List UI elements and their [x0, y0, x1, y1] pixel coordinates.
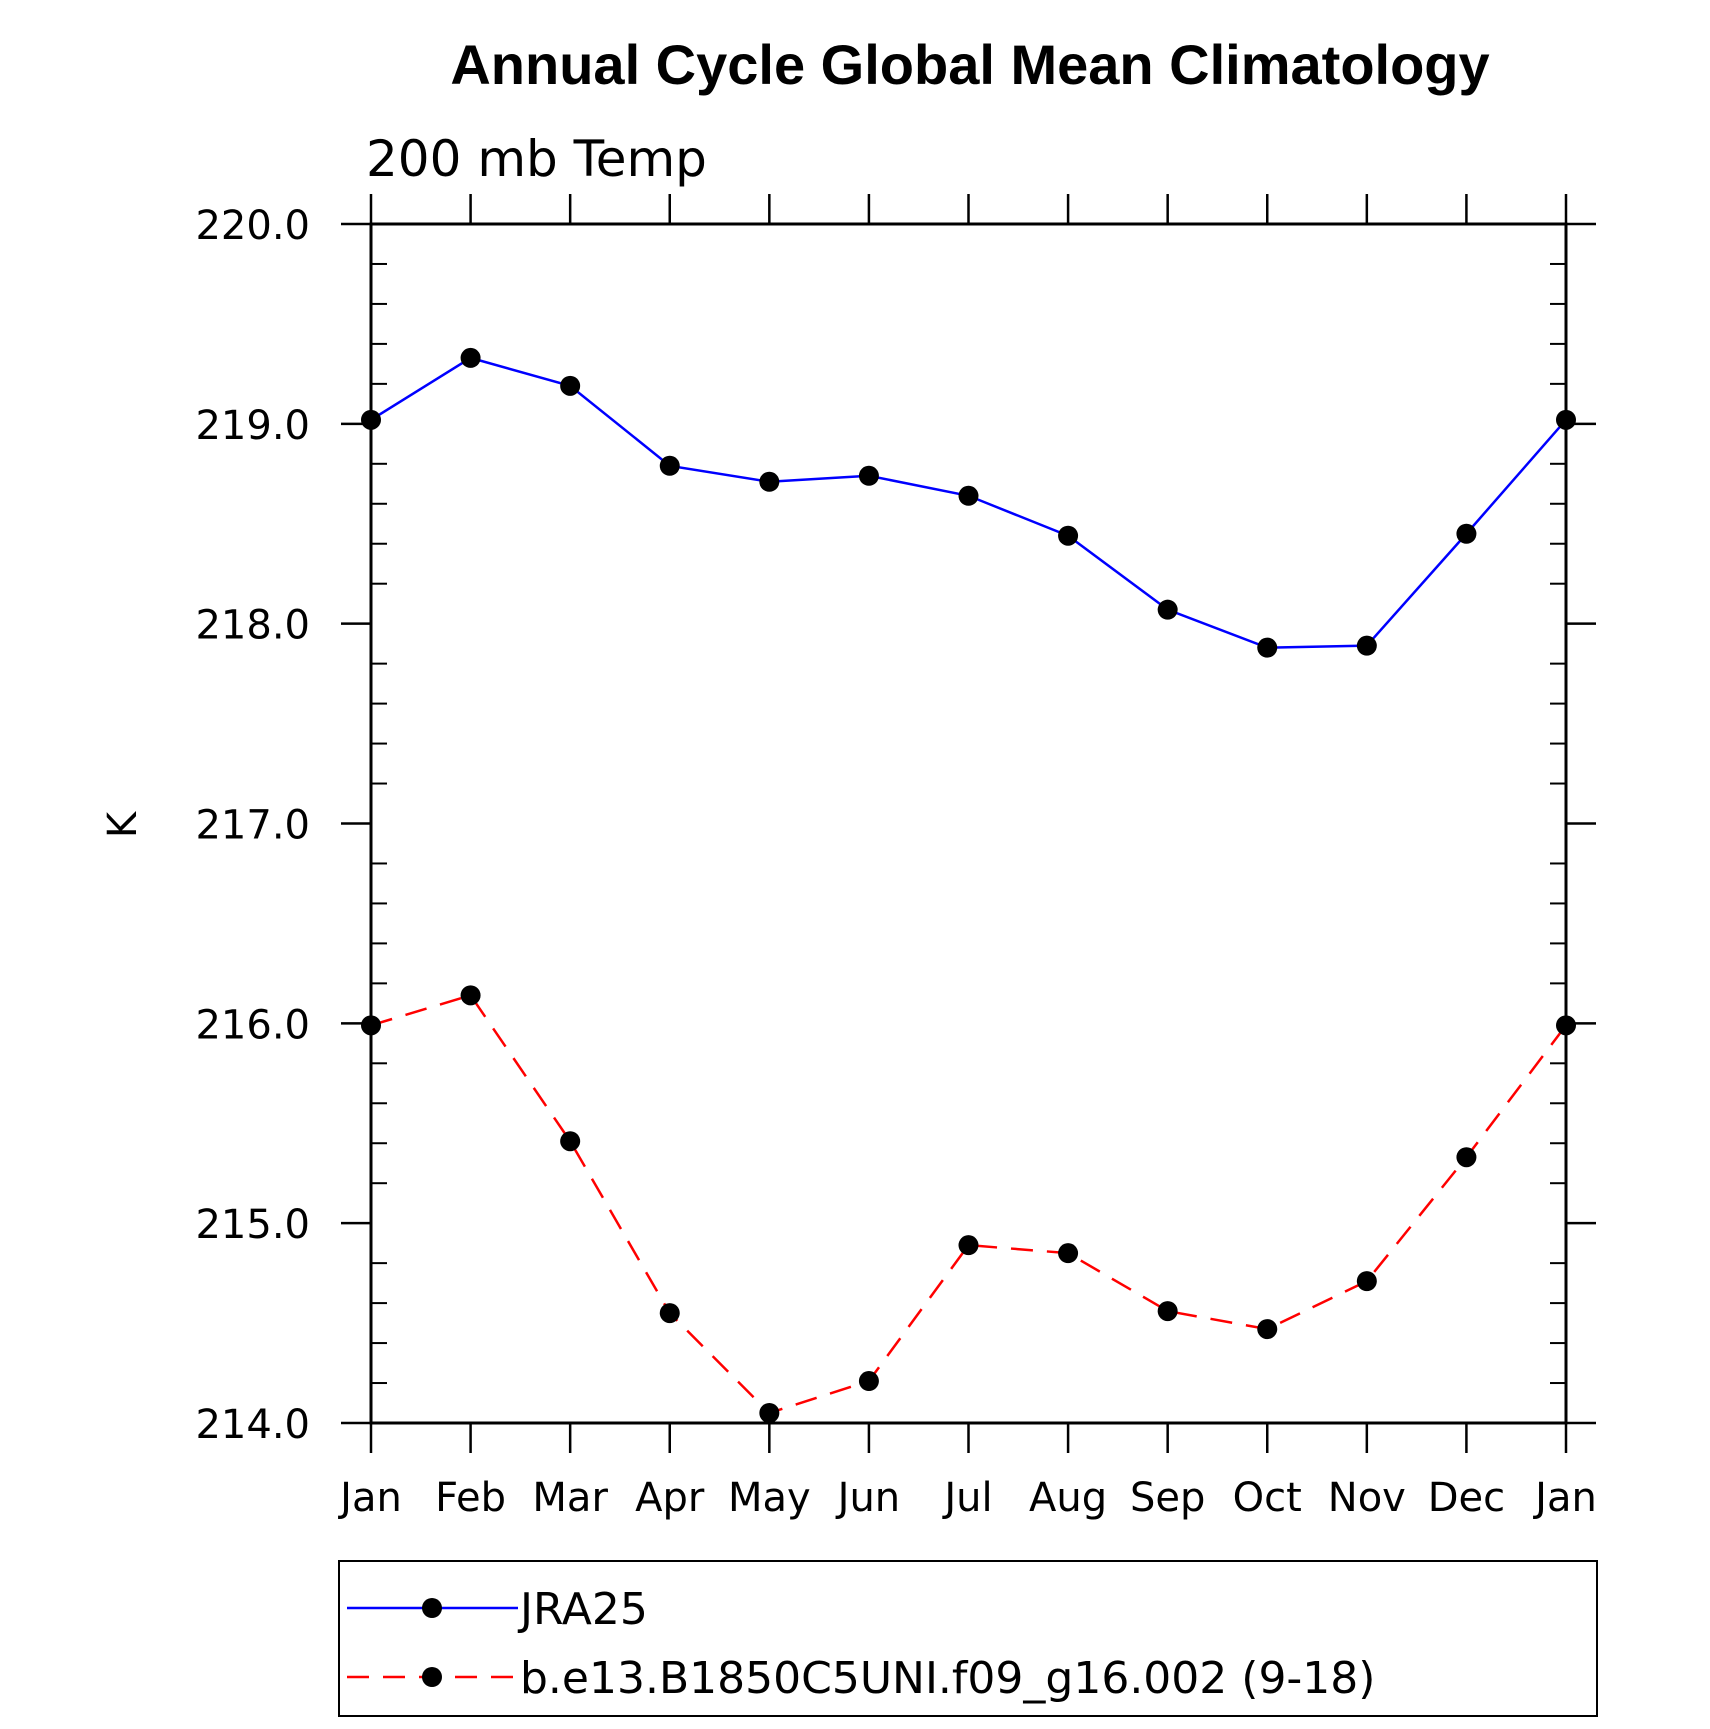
data-point-s1-8 [1157, 1301, 1178, 1322]
data-point-s1-7 [1058, 1243, 1079, 1264]
data-point-s0-11 [1456, 523, 1477, 544]
x-tick-label: May [728, 1475, 811, 1521]
legend-box [338, 1560, 1598, 1717]
axes: Jan Feb Mar Apr May Jun Jul Aug Sep Oct Nov Dec Jan 2… [195, 194, 1597, 1521]
x-tick-label: Apr [635, 1475, 705, 1521]
y-tick-label: 220.0 [195, 203, 310, 249]
data-point-s0-4 [759, 471, 780, 492]
y-tick-label: 219.0 [195, 403, 310, 449]
data-point-s1-0 [361, 1015, 381, 1036]
x-tick-label: Jan [337, 1475, 402, 1521]
x-tick-label: Aug [1029, 1475, 1107, 1521]
data-point-s1-11 [1456, 1147, 1477, 1168]
data-point-s0-10 [1356, 635, 1377, 656]
x-tick-label: Nov [1328, 1475, 1406, 1521]
data-point-s0-7 [1058, 525, 1079, 546]
data-point-s0-2 [560, 375, 581, 396]
x-tick-label: Jun [835, 1475, 901, 1521]
data-point-s0-6 [958, 485, 979, 506]
data-point-s0-9 [1257, 637, 1278, 658]
x-tick-label: Sep [1130, 1475, 1205, 1521]
data-point-s0-8 [1157, 599, 1178, 620]
y-tick-label: 216.0 [195, 1002, 310, 1048]
data-point-s1-5 [858, 1371, 879, 1392]
data-point-s1-9 [1257, 1319, 1278, 1340]
x-tick-label: Jan [1532, 1475, 1597, 1521]
data-point-s0-0 [361, 409, 381, 430]
legend-label-jra25: JRA25 [517, 1584, 648, 1635]
legend: JRA25 b.e13.B1850C5UNI.f09_g16.002 (9-18… [338, 1560, 1598, 1717]
x-tick-label: Dec [1428, 1475, 1505, 1521]
data-point-s1-4 [759, 1403, 780, 1424]
legend-marker-jra25 [422, 1598, 442, 1618]
y-axis-label: K [100, 810, 146, 838]
chart-title: Annual Cycle Global Mean Climatology [450, 33, 1489, 96]
x-tick-label: Jul [941, 1475, 992, 1521]
y-tick-label: 217.0 [195, 803, 310, 849]
data-point-s1-12 [1556, 1015, 1576, 1036]
legend-label-model: b.e13.B1850C5UNI.f09_g16.002 (9-18) [520, 1653, 1375, 1704]
data-point-s0-1 [460, 347, 481, 368]
data-point-s1-2 [560, 1131, 581, 1152]
y-tick-label: 215.0 [195, 1202, 310, 1248]
data-point-s1-1 [460, 985, 481, 1006]
chart-subtitle: 200 mb Temp [366, 130, 707, 188]
data-point-s1-10 [1356, 1271, 1377, 1292]
data-point-s0-5 [858, 465, 879, 486]
data-point-s1-3 [659, 1303, 680, 1324]
data-point-s0-3 [659, 455, 680, 476]
data-point-s1-6 [958, 1235, 979, 1256]
y-tick-label: 214.0 [195, 1402, 310, 1448]
legend-marker-model [422, 1667, 442, 1687]
x-tick-label: Feb [435, 1475, 506, 1521]
series-line-1 [370, 993, 1567, 1415]
y-tick-label: 218.0 [195, 603, 310, 649]
data-point-s0-12 [1556, 409, 1576, 430]
x-tick-label: Mar [532, 1475, 608, 1521]
series-markers [361, 347, 1576, 1424]
x-tick-label: Oct [1233, 1475, 1302, 1521]
